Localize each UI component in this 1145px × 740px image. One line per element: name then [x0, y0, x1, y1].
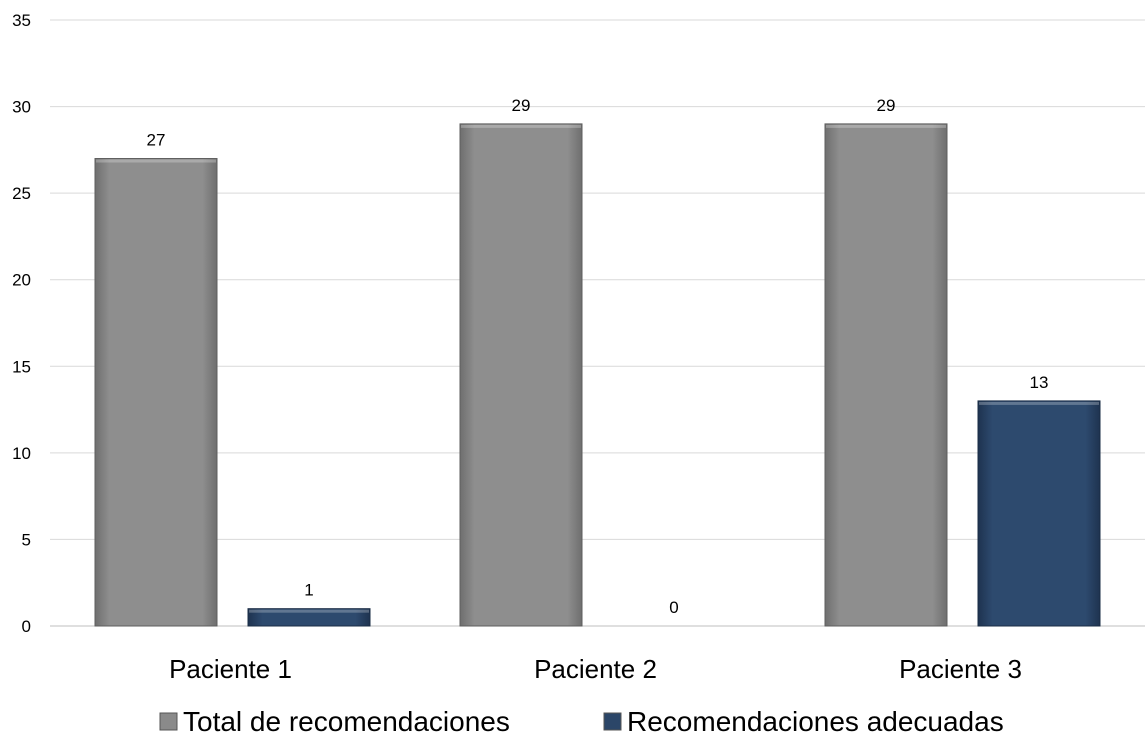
bar-0-1 — [247, 608, 371, 627]
y-tick-label: 30 — [12, 98, 31, 117]
bar-highlight — [461, 124, 581, 128]
y-tick-label: 25 — [12, 184, 31, 203]
y-tick-label: 35 — [12, 11, 31, 30]
y-axis: 0 5 10 15 20 25 30 35 — [12, 11, 31, 636]
y-tick-label: 5 — [22, 530, 31, 549]
data-label-2-1: 13 — [1030, 373, 1049, 392]
bar-highlight — [979, 401, 1099, 405]
bars — [94, 123, 1101, 627]
bar-highlight — [249, 609, 369, 613]
data-label-0-0: 27 — [147, 131, 166, 150]
legend-swatch — [159, 712, 178, 731]
bar-highlight — [96, 159, 216, 163]
legend-swatch — [603, 712, 622, 731]
gridlines — [50, 19, 1145, 627]
bar-2-0 — [824, 123, 948, 627]
bar-2-1 — [977, 400, 1101, 627]
x-axis: Paciente 1 Paciente 2 Paciente 3 — [169, 654, 1022, 684]
x-tick-label: Paciente 2 — [534, 654, 657, 684]
data-label-1-1: 0 — [669, 598, 678, 617]
y-tick-label: 15 — [12, 357, 31, 376]
bar-1-0 — [459, 123, 583, 627]
y-tick-label: 10 — [12, 444, 31, 463]
data-label-0-1: 1 — [304, 581, 313, 600]
data-label-1-0: 29 — [512, 96, 531, 115]
y-tick-label: 20 — [12, 271, 31, 290]
bar-0-0 — [94, 158, 218, 627]
bar-highlight — [826, 124, 946, 128]
x-tick-label: Paciente 1 — [169, 654, 292, 684]
data-label-2-0: 29 — [877, 96, 896, 115]
data-labels: 27 1 29 0 29 13 — [147, 96, 1049, 617]
legend-label: Recomendaciones adecuadas — [627, 706, 1004, 737]
x-tick-label: Paciente 3 — [899, 654, 1022, 684]
legend-label: Total de recomendaciones — [183, 706, 510, 737]
y-tick-label: 0 — [22, 617, 31, 636]
legend: Total de recomendaciones Recomendaciones … — [159, 706, 1004, 737]
